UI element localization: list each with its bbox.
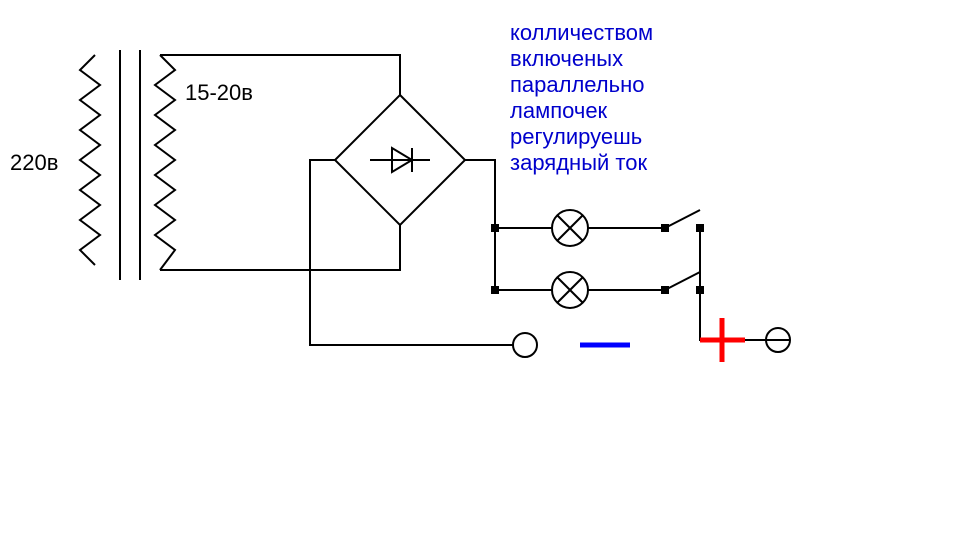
description-text: включеных: [510, 46, 623, 71]
transformer-secondary-coil: [155, 55, 175, 270]
description-text: регулируешь: [510, 124, 642, 149]
wire: [465, 160, 495, 290]
wire: [310, 160, 513, 345]
description-text: параллельно: [510, 72, 644, 97]
switch: [665, 272, 700, 290]
plus-icon: [700, 318, 745, 362]
description-text: колличеством: [510, 20, 653, 45]
junction: [696, 224, 704, 232]
junction: [661, 286, 669, 294]
description-text: лампочек: [510, 98, 608, 123]
bridge-rectifier: [335, 95, 465, 225]
transformer-primary-coil: [80, 55, 100, 265]
junction: [491, 224, 499, 232]
wire: [160, 225, 400, 270]
description-text: зарядный ток: [510, 150, 647, 175]
secondary-voltage-label: 15-20в: [185, 80, 253, 105]
circuit-diagram: 220в 15-20в колличеством включеных парал…: [0, 0, 960, 540]
junction: [661, 224, 669, 232]
switch: [665, 210, 700, 228]
junction: [491, 286, 499, 294]
primary-voltage-label: 220в: [10, 150, 58, 175]
terminal-negative: [513, 333, 537, 357]
wire: [700, 228, 790, 340]
junction: [696, 286, 704, 294]
